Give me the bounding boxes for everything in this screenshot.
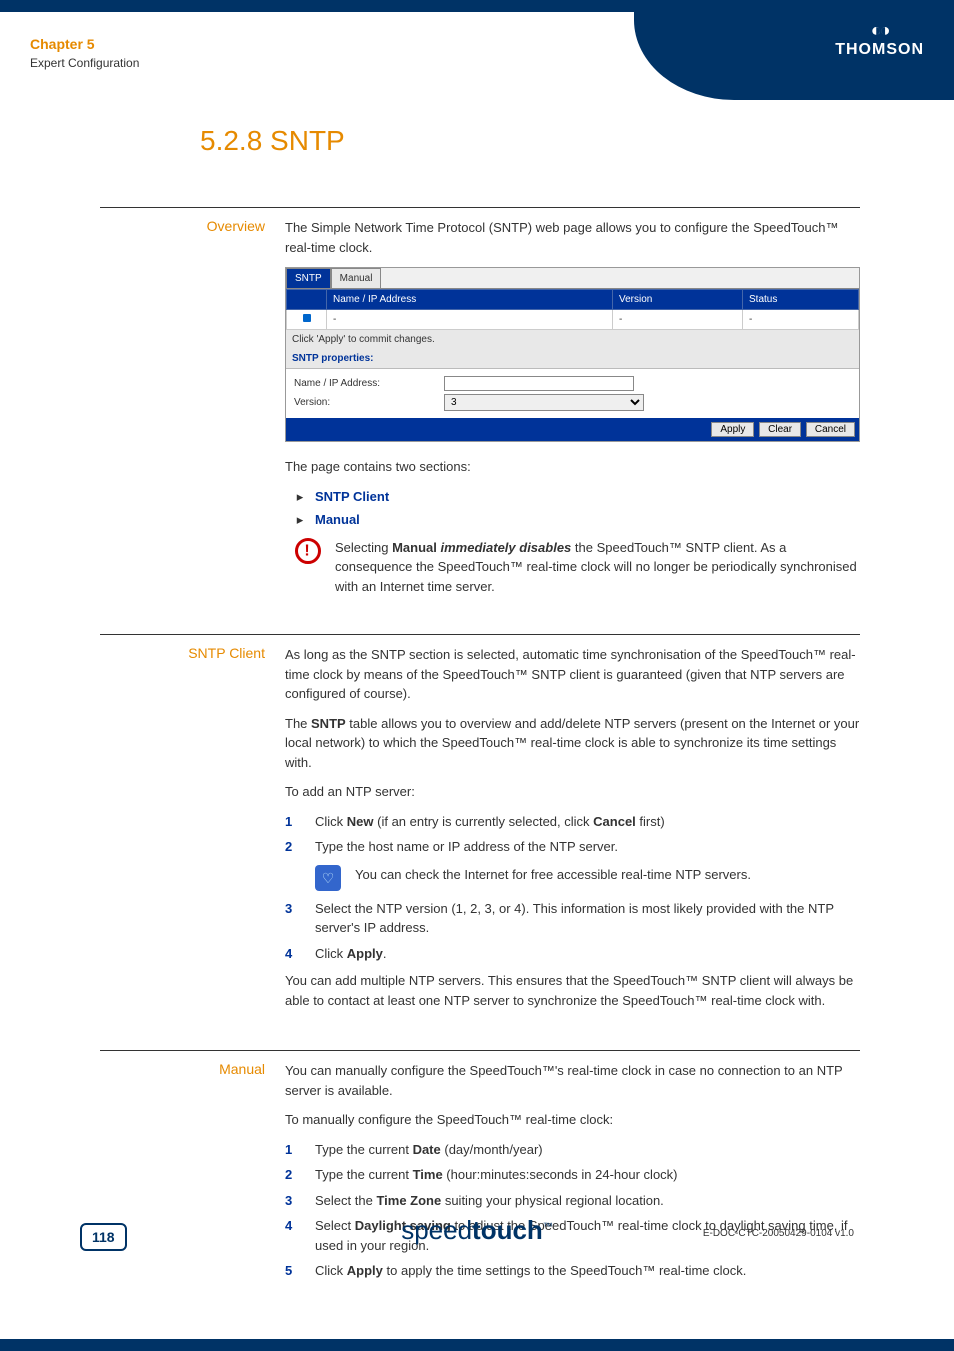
- sntp-steps: 1 Click New (if an entry is currently se…: [285, 812, 860, 964]
- tab-manual[interactable]: Manual: [331, 268, 382, 288]
- properties-head: SNTP properties:: [286, 349, 859, 369]
- overview-intro: The Simple Network Time Protocol (SNTP) …: [285, 218, 860, 257]
- page-title: 5.2.8 SNTP: [200, 125, 860, 157]
- step-num: 4: [285, 1216, 315, 1255]
- sntp-client-body: As long as the SNTP section is selected,…: [285, 645, 860, 1020]
- manual-p2: To manually configure the SpeedTouch™ re…: [285, 1110, 860, 1130]
- th-icon: [287, 290, 327, 310]
- manual-body: You can manually configure the SpeedTouc…: [285, 1061, 860, 1289]
- sntp-client-label: SNTP Client: [100, 645, 285, 1020]
- m-step-5: Click Apply to apply the time settings t…: [315, 1261, 860, 1281]
- th-status: Status: [743, 290, 859, 310]
- content-area: 5.2.8 SNTP Overview The Simple Network T…: [100, 125, 860, 1319]
- bullet-list: ▸ SNTP Client ▸ Manual: [285, 487, 860, 530]
- table-row[interactable]: - - -: [287, 310, 859, 330]
- name-label: Name / IP Address:: [294, 376, 444, 391]
- ss-table: Name / IP Address Version Status - - -: [286, 289, 859, 330]
- warning-text: Selecting Manual immediately disables th…: [335, 538, 860, 597]
- step-num: 4: [285, 944, 315, 964]
- td-status: -: [743, 310, 859, 330]
- bottom-bar: [0, 1339, 954, 1351]
- step-2: Type the host name or IP address of the …: [315, 837, 860, 857]
- sntp-p1: As long as the SNTP section is selected,…: [285, 645, 860, 704]
- section-sntp-client: SNTP Client As long as the SNTP section …: [100, 634, 860, 1020]
- overview-body: The Simple Network Time Protocol (SNTP) …: [285, 218, 860, 604]
- th-version: Version: [613, 290, 743, 310]
- ss-tabs: SNTP Manual: [286, 268, 859, 289]
- warning-icon: !: [290, 532, 327, 569]
- step-num: 2: [285, 1165, 315, 1185]
- manual-p1: You can manually configure the SpeedTouc…: [285, 1061, 860, 1100]
- cancel-button[interactable]: Cancel: [806, 422, 855, 437]
- step-num: 1: [285, 812, 315, 832]
- step-num: 1: [285, 1140, 315, 1160]
- step-num: 3: [285, 899, 315, 938]
- row-marker-icon: [303, 314, 311, 322]
- tab-sntp[interactable]: SNTP: [286, 268, 331, 288]
- brand-logo: ◐◑ THOMSON: [835, 20, 924, 59]
- step-3: Select the NTP version (1, 2, 3, or 4). …: [315, 899, 860, 938]
- version-label: Version:: [294, 395, 444, 410]
- ss-buttons: Apply Clear Cancel: [286, 418, 859, 441]
- td-version: -: [613, 310, 743, 330]
- chapter-label: Chapter 5: [30, 36, 95, 52]
- clear-button[interactable]: Clear: [759, 422, 801, 437]
- overview-label: Overview: [100, 218, 285, 604]
- apply-button[interactable]: Apply: [711, 422, 754, 437]
- step-1: Click New (if an entry is currently sele…: [315, 812, 860, 832]
- header-curve: ◐◑ THOMSON: [634, 0, 954, 100]
- step-num: 2: [285, 837, 315, 857]
- manual-label: Manual: [100, 1061, 285, 1289]
- th-name: Name / IP Address: [327, 290, 613, 310]
- doc-code: E-DOC-CTC-20050429-0104 v1.0: [703, 1228, 854, 1239]
- step-num: 5: [285, 1261, 315, 1281]
- link-sntp-client[interactable]: SNTP Client: [315, 487, 389, 507]
- sntp-p4: You can add multiple NTP servers. This e…: [285, 971, 860, 1010]
- name-input[interactable]: [444, 376, 634, 391]
- ss-form: Name / IP Address: Version: 3: [286, 369, 859, 418]
- sntp-p3: To add an NTP server:: [285, 782, 860, 802]
- section-manual: Manual You can manually configure the Sp…: [100, 1050, 860, 1289]
- section-overview: Overview The Simple Network Time Protoco…: [100, 207, 860, 604]
- bullet-manual: ▸ Manual: [285, 510, 860, 530]
- m-step-3: Select the Time Zone suiting your physic…: [315, 1191, 860, 1211]
- commit-msg: Click 'Apply' to commit changes.: [286, 330, 859, 349]
- m-step-2: Type the current Time (hour:minutes:seco…: [315, 1165, 860, 1185]
- sntp-screenshot: SNTP Manual Name / IP Address Version St…: [285, 267, 860, 442]
- step-4: Click Apply.: [315, 944, 860, 964]
- step-num: 3: [285, 1191, 315, 1211]
- brand-footer: speedtouch™: [401, 1215, 553, 1246]
- sntp-p2: The SNTP table allows you to overview an…: [285, 714, 860, 773]
- tip-icon: ♡: [315, 865, 341, 891]
- link-manual[interactable]: Manual: [315, 510, 360, 530]
- brand-name: THOMSON: [835, 41, 924, 59]
- chapter-subtitle: Expert Configuration: [30, 56, 139, 70]
- bullet-sntp: ▸ SNTP Client: [285, 487, 860, 507]
- thomson-icon: ◐◑: [835, 20, 924, 41]
- tip-text: You can check the Internet for free acce…: [355, 865, 860, 891]
- td-name: -: [327, 310, 613, 330]
- tip-callout: ♡ You can check the Internet for free ac…: [315, 865, 860, 891]
- sections-intro: The page contains two sections:: [285, 457, 860, 477]
- arrow-icon: ▸: [285, 510, 315, 530]
- m-step-1: Type the current Date (day/month/year): [315, 1140, 860, 1160]
- arrow-icon: ▸: [285, 487, 315, 507]
- version-select[interactable]: 3: [444, 394, 644, 411]
- page-number: 118: [80, 1223, 127, 1251]
- manual-steps: 1 Type the current Date (day/month/year)…: [285, 1140, 860, 1281]
- warning-callout: ! Selecting Manual immediately disables …: [295, 538, 860, 597]
